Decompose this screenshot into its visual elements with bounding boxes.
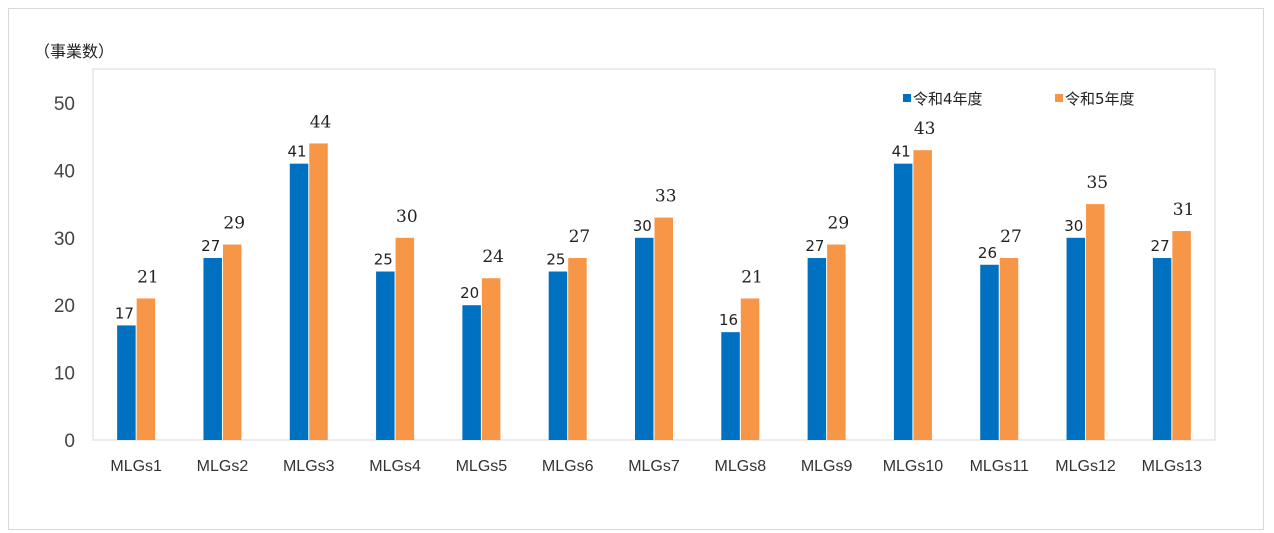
data-label-series-1: 30	[1064, 217, 1083, 235]
data-label-series-1: 20	[460, 284, 479, 302]
bar-series-2	[740, 298, 760, 440]
bars	[117, 143, 1191, 440]
x-tick-label: MLGs12	[1055, 458, 1116, 475]
data-label-series-1: 41	[287, 143, 306, 161]
bar-series-1	[980, 264, 999, 440]
y-tick-label: 30	[54, 229, 75, 250]
data-label-series-2: 35	[1086, 173, 1108, 193]
bar-series-1	[203, 258, 222, 440]
bar-series-2	[999, 258, 1019, 440]
bar-series-2	[913, 150, 932, 440]
bar-series-2	[136, 298, 156, 440]
legend-label: 令和5年度	[1065, 90, 1135, 108]
x-tick-label: MLGs1	[110, 458, 162, 475]
x-tick-label: MLGs2	[197, 458, 249, 475]
data-label-series-1: 27	[1151, 237, 1170, 255]
legend: 令和4年度 令和5年度	[903, 90, 1135, 108]
y-tick-label: 0	[64, 431, 75, 452]
data-label-series-1: 27	[201, 237, 220, 255]
bar-series-2	[568, 258, 587, 440]
data-label-series-2: 29	[223, 214, 245, 234]
bar-series-1	[1152, 258, 1172, 440]
bar-series-2	[654, 217, 673, 440]
bar-series-1	[893, 163, 913, 440]
data-label-series-2: 21	[741, 267, 763, 287]
bar-series-1	[721, 332, 740, 440]
data-label-series-1: 41	[892, 143, 911, 161]
x-tick-label: MLGs7	[628, 458, 680, 475]
data-label-series-1: 17	[115, 304, 134, 322]
x-tick-label: MLGs9	[801, 458, 853, 475]
y-axis: 0 10 20 30 40 50	[54, 94, 75, 452]
bar-series-2	[1172, 231, 1191, 440]
x-tick-label: MLGs3	[283, 458, 335, 475]
legend-swatch	[903, 94, 911, 102]
x-tick-label: MLGs10	[883, 458, 944, 475]
data-label-series-2: 30	[396, 207, 418, 227]
legend-label: 令和4年度	[913, 90, 983, 108]
x-axis: MLGs1 MLGs2 MLGs3 MLGs4 MLGs5 MLGs6 MLGs7 MLGs8…	[110, 458, 1202, 475]
y-axis-unit-label: （事業数）	[34, 42, 115, 61]
data-label-series-1: 16	[719, 311, 738, 329]
bar-series-2	[827, 244, 846, 440]
data-label-series-1: 25	[546, 251, 565, 269]
data-label-series-1: 25	[374, 251, 393, 269]
x-tick-label: MLGs6	[542, 458, 594, 475]
data-label-series-2: 27	[1000, 227, 1022, 247]
bar-series-2	[481, 278, 501, 440]
data-label-series-2: 27	[569, 227, 591, 247]
x-tick-label: MLGs4	[369, 458, 421, 475]
data-label-series-2: 24	[482, 247, 504, 267]
y-tick-label: 10	[54, 364, 75, 385]
bar-series-1	[807, 258, 827, 440]
plot-area	[92, 68, 1216, 441]
bar-series-1	[462, 305, 481, 440]
chart-frame	[8, 8, 1264, 530]
bar-series-1	[117, 325, 136, 440]
data-label-series-2: 43	[914, 119, 936, 139]
bar-series-1	[1066, 237, 1086, 440]
y-tick-label: 40	[54, 161, 75, 182]
data-label-series-1: 30	[633, 217, 652, 235]
bar-series-2	[222, 244, 242, 440]
data-label-series-2: 44	[310, 112, 332, 132]
bar-series-2	[395, 237, 415, 440]
bar-series-1	[548, 271, 568, 440]
y-tick-label: 20	[54, 296, 75, 317]
legend-swatch	[1055, 94, 1063, 102]
bar-series-1	[289, 163, 309, 440]
x-tick-label: MLGs13	[1142, 458, 1203, 475]
y-tick-label: 50	[54, 94, 75, 115]
bar-series-1	[635, 237, 654, 440]
x-tick-label: MLGs5	[456, 458, 508, 475]
bar-series-2	[1086, 204, 1105, 440]
bar-series-1	[376, 271, 395, 440]
data-label-series-2: 29	[828, 214, 850, 234]
bar-series-2	[309, 143, 328, 440]
data-label-series-1: 27	[805, 237, 824, 255]
data-label-series-1: 26	[978, 244, 997, 262]
x-tick-label: MLGs11	[970, 458, 1029, 475]
x-tick-label: MLGs8	[715, 458, 767, 475]
data-label-series-2: 31	[1173, 200, 1195, 220]
data-label-series-2: 33	[655, 187, 677, 207]
data-label-series-2: 21	[137, 267, 159, 287]
